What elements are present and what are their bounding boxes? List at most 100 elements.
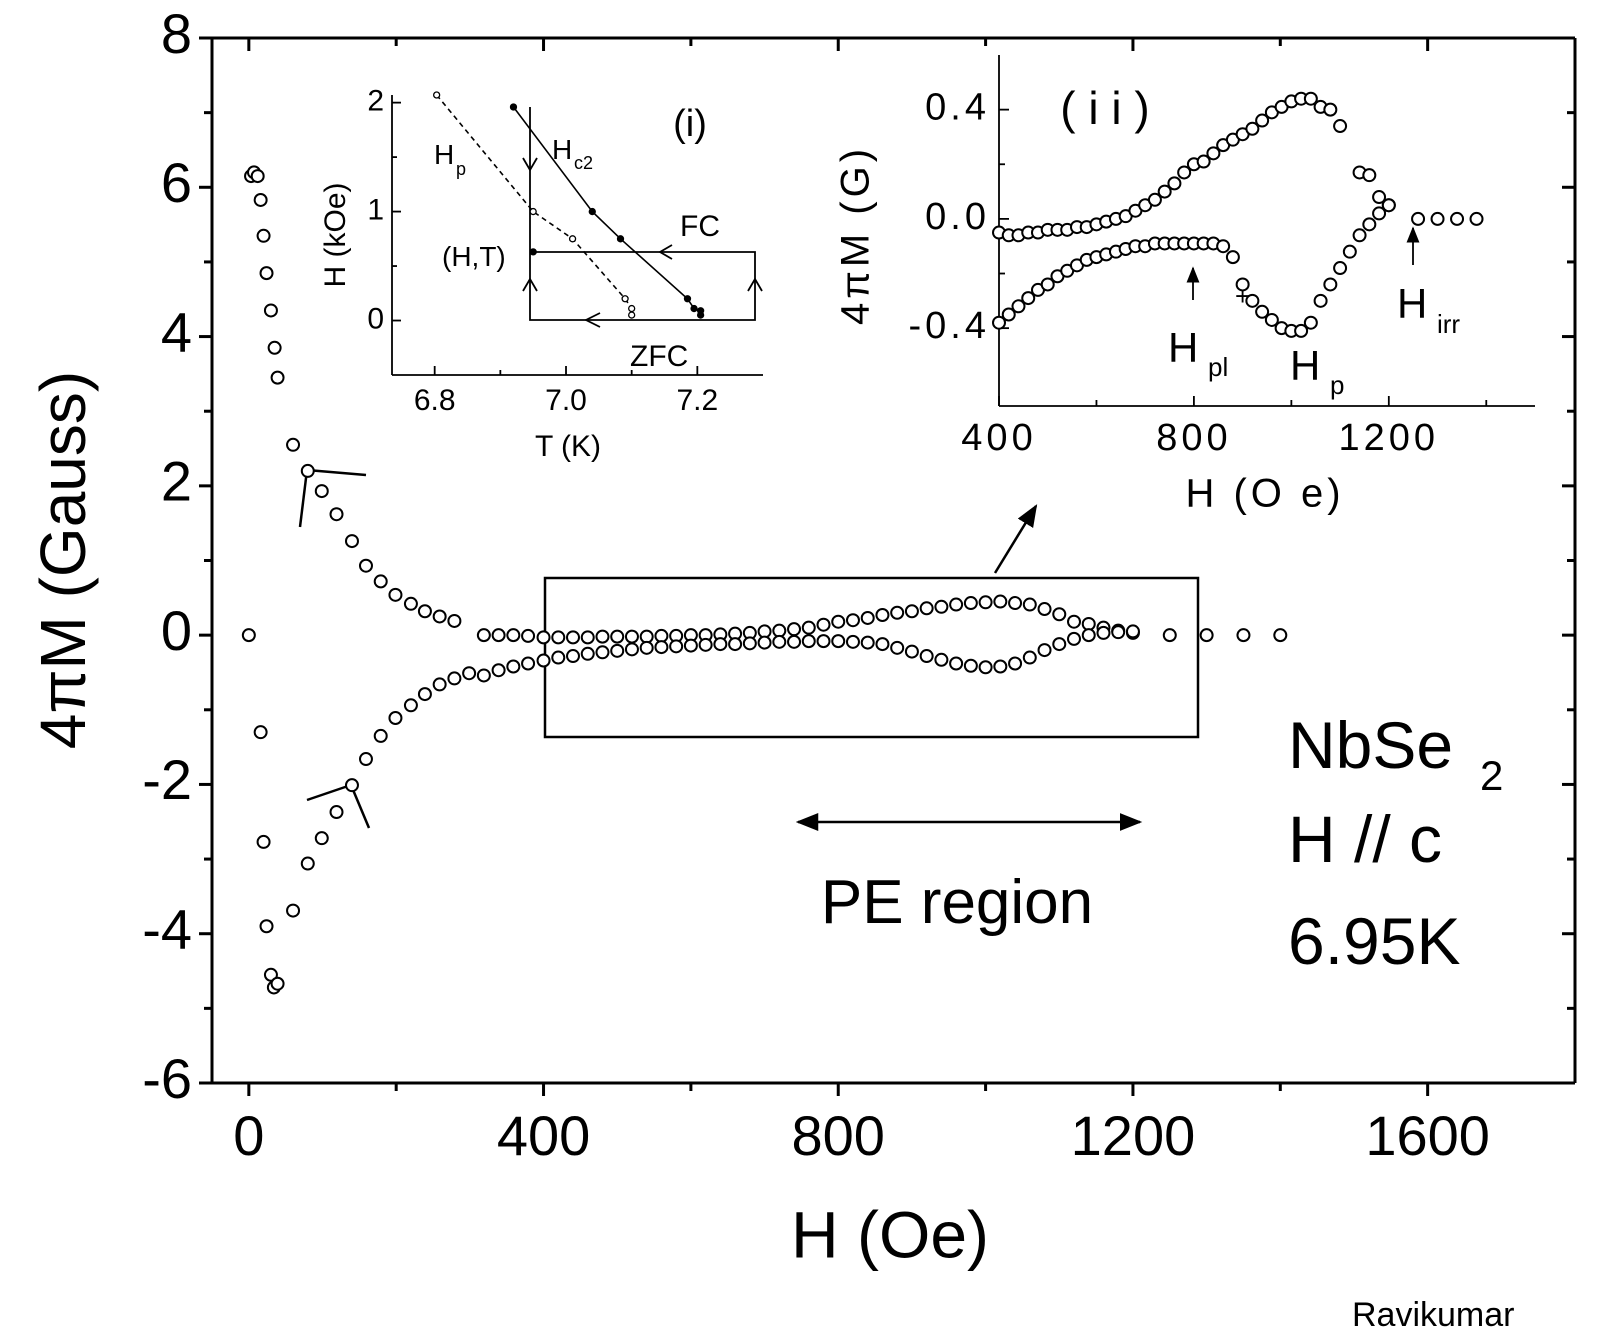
y-tick-label: 0: [161, 599, 192, 662]
annotation: ZFC: [630, 340, 688, 373]
annotation-sub: pl: [1208, 352, 1228, 382]
y-tick-label: 8: [161, 2, 192, 65]
data-point: [521, 628, 536, 643]
data-point: [595, 645, 610, 660]
tangent: [306, 468, 367, 477]
panel-label: ( i i ): [1060, 82, 1149, 134]
data-point: [250, 169, 265, 184]
data-point: [875, 607, 890, 622]
data-point: [588, 207, 596, 216]
data-point: [845, 634, 860, 649]
data-point: [506, 659, 521, 674]
data-point: [417, 687, 432, 702]
data-point: [1469, 211, 1484, 226]
data-point: [1021, 291, 1036, 306]
data-point: [270, 976, 285, 991]
data-point: [621, 295, 629, 303]
data-point: [683, 638, 698, 653]
data-point: [536, 653, 551, 668]
data-point: [1255, 304, 1270, 319]
data-point: [1022, 597, 1037, 612]
data-point: [628, 311, 636, 319]
data-point: [1411, 211, 1426, 226]
data-point: [263, 303, 278, 318]
data-point: [816, 634, 831, 649]
data-point: [286, 903, 301, 918]
data-point: [713, 637, 728, 652]
data-point: [256, 834, 271, 849]
y-tick-label: 1: [367, 193, 384, 226]
x-axis-title: H (Oe): [791, 1197, 989, 1271]
data-point: [259, 919, 274, 934]
y-tick-label: 0: [367, 302, 384, 335]
data-point: [476, 628, 491, 643]
data-point: [536, 630, 551, 645]
data-point: [432, 677, 447, 692]
x-tick-label: 6.8: [414, 384, 456, 417]
data-point: [521, 656, 536, 671]
data-point: [1273, 628, 1288, 643]
data-point: [551, 630, 566, 645]
data-point: [432, 609, 447, 624]
data-point: [963, 596, 978, 611]
data-point: [1177, 165, 1192, 180]
annotation: H: [1168, 324, 1198, 371]
line-label-sub: c2: [574, 153, 593, 173]
data-point: [314, 831, 329, 846]
data-point: [403, 698, 418, 713]
data-point: [506, 628, 521, 643]
data-point: [669, 639, 684, 654]
y-tick-label: -6: [142, 1047, 192, 1110]
data-point: [1081, 628, 1096, 643]
data-point: [1206, 146, 1221, 161]
annotation-sub: irr: [1437, 309, 1460, 339]
data-point: [529, 207, 537, 216]
zoom-box: [543, 576, 1200, 739]
x-tick-label: 7.2: [676, 384, 718, 417]
data-point: [388, 587, 403, 602]
data-point: [690, 304, 698, 313]
data-point: [1342, 244, 1357, 259]
y-tick-label: -0.4: [909, 305, 990, 347]
data-point: [1294, 323, 1309, 338]
data-point: [1333, 261, 1348, 276]
data-point: [1199, 628, 1214, 643]
data-point: [329, 507, 344, 522]
data-point: [580, 630, 595, 645]
data-point: [949, 656, 964, 671]
data-point: [1362, 217, 1377, 232]
data-point: [1235, 277, 1250, 292]
data-point: [616, 235, 625, 243]
data-point: [566, 649, 581, 664]
point-label: (H,T): [442, 241, 506, 272]
annotation: H: [1397, 280, 1427, 327]
data-point: [462, 666, 477, 681]
data-point: [624, 642, 639, 657]
data-point: [1362, 168, 1377, 183]
data-point: [696, 311, 705, 319]
y-tick-label: 0.4: [925, 87, 990, 129]
x-tick-label: 400: [497, 1104, 590, 1167]
data-point: [1313, 293, 1328, 308]
data-point: [993, 594, 1008, 609]
data-point: [624, 629, 639, 644]
data-point: [286, 437, 301, 452]
data-point: [1008, 596, 1023, 611]
data-point: [728, 637, 743, 652]
series-line: [436, 94, 633, 316]
y-tick-label: 2: [161, 450, 192, 513]
line-label-sub: p: [456, 159, 466, 179]
credit: Ravikumar: [1352, 1296, 1514, 1327]
annotation: FC: [680, 210, 720, 243]
data-point: [1040, 277, 1055, 292]
annotation-shapes: [298, 107, 1420, 831]
data-point: [949, 597, 964, 612]
y-axis-title: 4πM (Gauss): [27, 371, 99, 749]
data-point: [1011, 299, 1026, 314]
annotation-sub: 2: [1480, 752, 1503, 799]
x-tick-label: 800: [792, 1104, 885, 1167]
data-point: [875, 637, 890, 652]
annotation: H: [1290, 342, 1320, 389]
data-point: [595, 629, 610, 644]
